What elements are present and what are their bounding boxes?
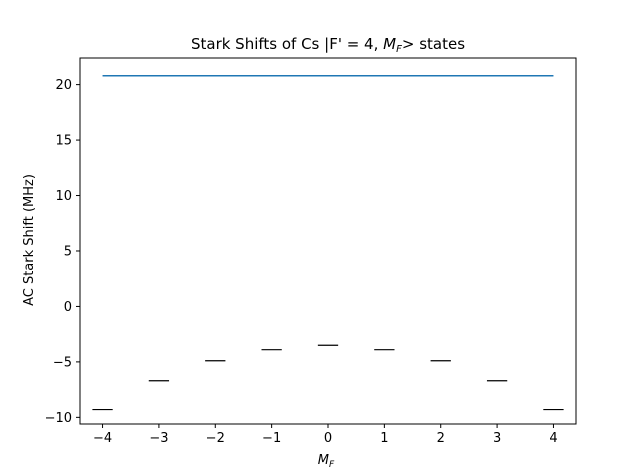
x-axis-label: MF bbox=[318, 453, 335, 470]
x-tick-label: 1 bbox=[380, 431, 388, 446]
y-ticks: −10 −5 0 5 10 15 20 bbox=[45, 78, 80, 426]
x-tick-label: 4 bbox=[549, 431, 557, 446]
y-tick-label: 15 bbox=[55, 134, 72, 149]
plot-frame bbox=[79, 57, 577, 425]
x-tick-label: −4 bbox=[93, 431, 112, 446]
y-tick-label: 10 bbox=[55, 189, 72, 204]
y-tick-label: −5 bbox=[53, 355, 72, 370]
y-tick-label: 5 bbox=[64, 244, 72, 259]
x-tick-label: −1 bbox=[262, 431, 281, 446]
y-tick-label: 0 bbox=[64, 300, 72, 315]
y-tick-label: 20 bbox=[55, 78, 72, 93]
x-ticks: −4 −3 −2 −1 0 1 2 3 4 bbox=[93, 424, 558, 446]
plot-marks bbox=[92, 74, 564, 411]
y-tick-label: −10 bbox=[45, 411, 72, 426]
x-tick-label: 0 bbox=[324, 431, 332, 446]
y-axis-label: AC Stark Shift (MHz) bbox=[22, 174, 37, 306]
x-tick-label: −2 bbox=[206, 431, 225, 446]
x-tick-label: 3 bbox=[493, 431, 501, 446]
x-tick-label: 2 bbox=[437, 431, 445, 446]
chart-title: Stark Shifts of Cs |F' = 4, MF> states bbox=[191, 35, 465, 55]
x-tick-label: −3 bbox=[149, 431, 168, 446]
